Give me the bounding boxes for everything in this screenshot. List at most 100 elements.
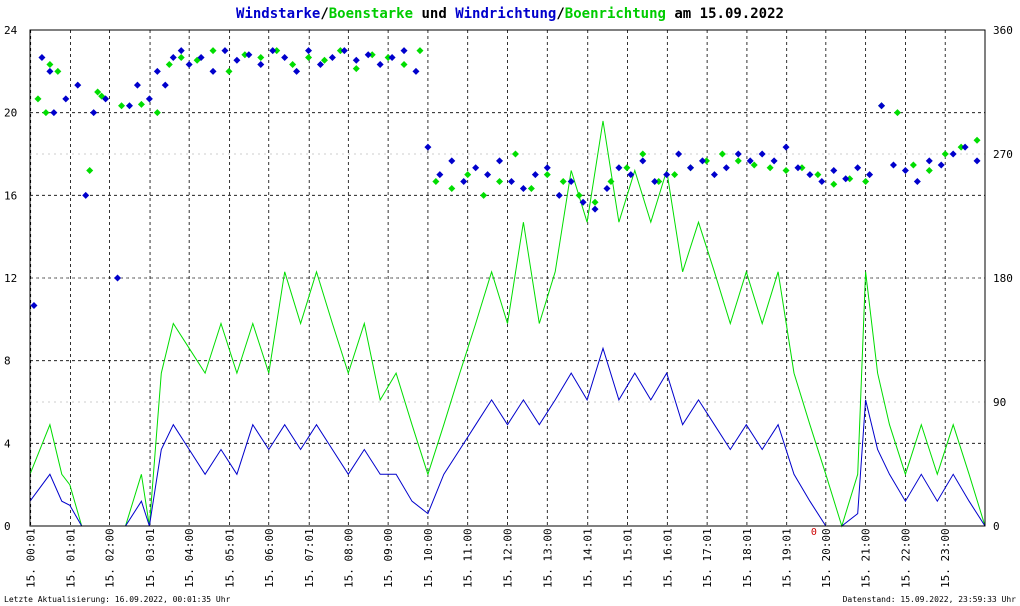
x-tick-13: 15. 13:00	[541, 528, 554, 588]
plot-frame	[29, 29, 986, 527]
direction-point-1-15	[169, 54, 177, 62]
direction-point-1-31	[352, 56, 360, 64]
direction-point-0-37	[591, 198, 599, 206]
y-left-tick-1: 4	[4, 437, 11, 450]
direction-point-0-17	[273, 47, 281, 55]
x-tick-3: 15. 03:01	[144, 528, 157, 588]
x-tick-4: 15. 04:00	[183, 528, 196, 588]
direction-point-0-46	[734, 157, 742, 165]
direction-point-0-23	[368, 51, 376, 59]
title-part-1: /	[320, 6, 328, 22]
direction-point-1-23	[257, 60, 265, 68]
direction-point-1-6	[82, 191, 90, 199]
direction-point-1-27	[305, 47, 313, 55]
direction-point-1-7	[90, 109, 98, 117]
direction-point-1-21	[233, 56, 241, 64]
direction-point-1-44	[507, 178, 515, 186]
direction-point-1-16	[177, 47, 185, 55]
x-tick-1: 15. 01:01	[64, 528, 77, 588]
direction-point-1-67	[782, 143, 790, 151]
direction-point-1-75	[878, 102, 886, 110]
x-tick-23: 15. 23:00	[939, 528, 952, 588]
direction-point-0-34	[543, 171, 551, 179]
chart-title: Windstarke/Boenstarke und Windrichtung/B…	[236, 6, 784, 22]
zero-marker: 0	[811, 527, 817, 538]
direction-point-0-58	[925, 167, 933, 175]
direction-point-0-22	[352, 65, 360, 73]
y-axis-right: 0 90 180 270 360	[993, 24, 1013, 533]
direction-point-0-25	[400, 60, 408, 68]
direction-point-1-26	[293, 67, 301, 75]
x-tick-17: 15. 17:01	[701, 528, 714, 588]
direction-point-1-4	[62, 95, 70, 103]
direction-point-1-13	[153, 67, 161, 75]
x-tick-0: 15. 00:01	[25, 528, 38, 588]
direction-point-0-60	[957, 143, 965, 151]
direction-point-1-43	[496, 157, 504, 165]
x-axis: 15. 00:01 15. 01:01 15. 02:00 15. 03:01 15. …	[25, 528, 953, 588]
direction-point-1-72	[842, 175, 850, 183]
direction-point-0-57	[909, 161, 917, 169]
direction-point-0-11	[177, 54, 185, 62]
direction-point-1-49	[567, 178, 575, 186]
direction-point-1-25	[281, 54, 289, 62]
y-right-tick-0: 0	[993, 520, 1000, 533]
direction-point-1-22	[245, 51, 253, 59]
direction-point-0-44	[702, 157, 710, 165]
direction-point-1-53	[615, 164, 623, 172]
y-left-tick-3: 12	[4, 272, 17, 285]
direction-point-1-18	[197, 54, 205, 62]
direction-point-0-5	[94, 88, 102, 96]
direction-point-1-14	[161, 81, 169, 89]
grid-lines	[30, 30, 985, 526]
direction-point-1-1	[38, 54, 46, 62]
y-left-tick-2: 8	[4, 355, 11, 368]
direction-point-0-28	[448, 184, 456, 192]
direction-point-1-35	[400, 47, 408, 55]
direction-point-0-31	[496, 178, 504, 186]
direction-point-0-18	[289, 60, 297, 68]
direction-point-1-10	[125, 102, 133, 110]
direction-point-1-78	[913, 178, 921, 186]
y-right-tick-1: 90	[993, 396, 1006, 409]
direction-point-1-40	[460, 178, 468, 186]
y-right-tick-4: 360	[993, 24, 1013, 37]
direction-point-1-81	[949, 150, 957, 158]
direction-point-0-0	[34, 95, 42, 103]
x-tick-15: 15. 15:01	[622, 528, 635, 588]
direction-point-1-45	[519, 184, 527, 192]
direction-point-1-2	[46, 67, 54, 75]
x-tick-8: 15. 08:00	[342, 528, 355, 588]
direction-point-1-64	[746, 157, 754, 165]
direction-point-0-41	[655, 178, 663, 186]
direction-point-0-2	[46, 60, 54, 68]
direction-point-0-48	[766, 164, 774, 172]
direction-point-1-79	[925, 157, 933, 165]
direction-point-1-62	[722, 164, 730, 172]
direction-point-1-9	[114, 274, 122, 282]
x-tick-18: 15. 18:01	[741, 528, 754, 588]
direction-point-1-60	[698, 157, 706, 165]
direction-point-1-71	[830, 167, 838, 175]
direction-point-0-1	[42, 109, 50, 117]
title-part-7: am 15.09.2022	[666, 6, 784, 22]
direction-point-0-20	[320, 56, 328, 64]
x-tick-22: 15. 22:00	[899, 528, 912, 588]
direction-point-0-30	[480, 191, 488, 199]
direction-point-1-54	[627, 171, 635, 179]
direction-point-0-50	[798, 164, 806, 172]
direction-point-0-7	[118, 102, 126, 110]
direction-point-1-41	[472, 164, 480, 172]
x-tick-14: 15. 14:01	[582, 528, 595, 588]
direction-point-0-9	[153, 109, 161, 117]
direction-point-1-12	[145, 95, 153, 103]
direction-point-1-48	[555, 191, 563, 199]
footer-left: Letzte Aktualisierung: 16.09.2022, 00:01…	[4, 595, 231, 604]
direction-point-1-24	[269, 47, 277, 55]
direction-point-0-61	[973, 136, 981, 144]
x-tick-7: 15. 07:01	[303, 528, 316, 588]
direction-point-0-13	[209, 47, 217, 55]
direction-point-1-47	[543, 164, 551, 172]
x-tick-9: 15. 09:00	[382, 528, 395, 588]
direction-point-1-33	[376, 60, 384, 68]
